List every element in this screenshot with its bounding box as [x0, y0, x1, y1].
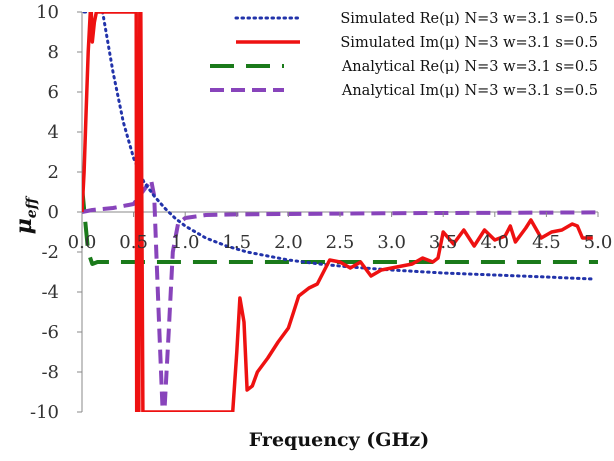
y-tick-label: 8 — [48, 42, 59, 63]
legend-label-1: Simulated Re(μ) N=3 w=3.1 s=0.5 — [340, 11, 598, 27]
series-layer — [82, 12, 598, 412]
ticks-layer: -10 -8 -6 -4 -2 0 2 4 6 8 10 0.0 0.5 1.0 1.5 2.0 2.5 3.0 3… — [30, 2, 612, 423]
y-tick-label: 10 — [36, 2, 59, 23]
x-tick-label: 1.5 — [222, 232, 251, 253]
y-tick-label: -4 — [41, 282, 59, 303]
x-tick-label: 5.0 — [584, 232, 613, 253]
x-tick-label: 3.5 — [429, 232, 458, 253]
y-tick-label: -8 — [41, 362, 59, 383]
y-tick-label: -2 — [41, 242, 59, 263]
x-tick-label: 4.5 — [532, 232, 561, 253]
series-line-3 — [82, 185, 598, 266]
legend-label-2: Simulated Im(μ) N=3 w=3.1 s=0.5 — [340, 35, 598, 51]
y-tick-label: 6 — [48, 82, 59, 103]
y-tick-label: 4 — [48, 122, 59, 143]
x-tick-label: 1.0 — [171, 232, 200, 253]
y-tick-label: -6 — [41, 322, 59, 343]
legend: Simulated Re(μ) N=3 w=3.1 s=0.5 Simulated… — [210, 11, 598, 99]
x-tick-label: 0.0 — [68, 232, 97, 253]
x-tick-label: 2.5 — [326, 232, 355, 253]
legend-label-4: Analytical Im(μ) N=3 w=3.1 s=0.5 — [341, 83, 598, 99]
series-line-1 — [82, 12, 595, 281]
x-tick-label: 0.5 — [119, 232, 148, 253]
y-tick-label: -10 — [30, 402, 59, 423]
y-axis-title-main: μ — [11, 218, 37, 234]
x-tick-label: 3.0 — [377, 232, 406, 253]
y-axis-title: μeff — [11, 195, 40, 234]
y-tick-label: 0 — [48, 202, 59, 223]
x-tick-label: 4.0 — [480, 232, 509, 253]
series-line-2 — [82, 12, 593, 412]
x-axis-title: Frequency (GHz) — [249, 429, 429, 451]
y-axis-title-sub: eff — [24, 195, 40, 218]
series-line-4 — [82, 178, 598, 410]
y-tick-label: 2 — [48, 162, 59, 183]
x-tick-label: 2.0 — [274, 232, 303, 253]
legend-label-3: Analytical Re(μ) N=3 w=3.1 s=0.5 — [341, 59, 598, 75]
